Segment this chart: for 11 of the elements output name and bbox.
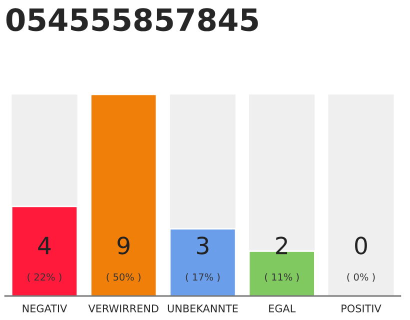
data-label: 0 ( 0% ) <box>347 236 375 282</box>
data-label: 2 ( 11% ) <box>265 236 299 282</box>
chart-title: 054555857845 <box>6 8 258 32</box>
x-tick-label: NEGATIV <box>22 304 68 312</box>
x-tick-label: EGAL <box>269 304 296 312</box>
x-tick-label: VERWIRREND <box>88 304 158 312</box>
x-tick-label: POSITIV <box>342 304 382 312</box>
data-label: 3 ( 17% ) <box>186 236 220 282</box>
data-label: 9 ( 50% ) <box>106 236 140 282</box>
x-tick-label: UNBEKANNTE <box>168 304 238 312</box>
data-label: 4 ( 22% ) <box>28 236 62 282</box>
